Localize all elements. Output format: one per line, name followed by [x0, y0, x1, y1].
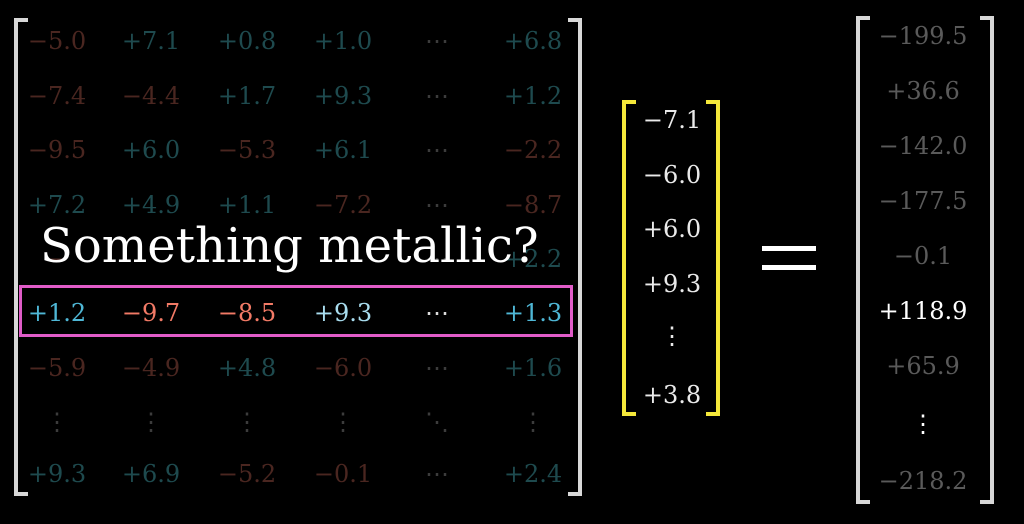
matrix-cell: +1.2	[27, 299, 87, 327]
matrix-cell: +4.8	[217, 354, 277, 382]
vector-right-bracket	[706, 100, 720, 416]
vector-entry: −7.1	[642, 106, 702, 134]
vector-entry: +3.8	[642, 381, 702, 409]
matrix-cell: ⋯	[425, 299, 449, 327]
matrix-cell: ⋮	[521, 408, 545, 436]
matrix-cell: +6.1	[313, 136, 373, 164]
matrix-cell: +1.2	[503, 82, 563, 110]
matrix-cell: +7.2	[27, 191, 87, 219]
matrix-cell: +6.0	[121, 136, 181, 164]
matrix-cell: −0.1	[313, 460, 373, 488]
matrix-cell: +1.3	[503, 299, 563, 327]
matrix-cell: ⋱	[425, 408, 449, 436]
matrix-cell: +9.3	[27, 460, 87, 488]
result-entry: −177.5	[878, 187, 968, 215]
matrix-cell: −4.4	[121, 82, 181, 110]
matrix-cell: ⋯	[425, 191, 449, 219]
matrix-cell: +0.8	[217, 27, 277, 55]
result-entry: +65.9	[886, 352, 960, 380]
result-entry: +118.9	[878, 297, 968, 325]
matrix-cell: +2.4	[503, 460, 563, 488]
matrix-cell: +6.9	[121, 460, 181, 488]
matrix-left-bracket	[14, 18, 28, 496]
result-right-bracket	[980, 16, 994, 504]
matrix-cell: −	[46, 245, 68, 273]
highlighted-row-box	[19, 285, 573, 337]
matrix-cell: −5.3	[217, 136, 277, 164]
matrix-cell: −4.9	[121, 354, 181, 382]
matrix-cell: +4.9	[121, 191, 181, 219]
matrix-cell: ⋮	[235, 408, 259, 436]
matrix-cell: +1.0	[313, 27, 373, 55]
vector-left-bracket	[622, 100, 636, 416]
matrix-cell: ⋮	[45, 408, 69, 436]
matrix-cell: −6.0	[313, 354, 373, 382]
matrix-cell: −7.4	[27, 82, 87, 110]
result-left-bracket	[856, 16, 870, 504]
matrix-cell: +1.6	[503, 354, 563, 382]
vector-entry: −6.0	[642, 161, 702, 189]
matrix-cell: −9.5	[27, 136, 87, 164]
matrix-cell: ⋯	[425, 460, 449, 488]
matrix-cell: +9.3	[313, 82, 373, 110]
matrix-cell: +6.8	[503, 27, 563, 55]
matrix-cell: ⋮	[331, 408, 355, 436]
vector-entry: +6.0	[642, 215, 702, 243]
result-entry: +36.6	[886, 77, 960, 105]
matrix-cell: +2.2	[503, 245, 563, 273]
matrix-cell: −7.2	[313, 191, 373, 219]
matrix-cell: ⋯	[425, 82, 449, 110]
matrix-cell: ⋯	[425, 136, 449, 164]
result-entry: −142.0	[878, 132, 968, 160]
result-entry: −199.5	[878, 22, 968, 50]
matrix-cell: +9.3	[313, 299, 373, 327]
matrix-cell: −8.5	[217, 299, 277, 327]
matrix-cell: −5.0	[27, 27, 87, 55]
matrix-cell: ⋯	[425, 27, 449, 55]
vector-entry: ⋮	[660, 322, 684, 350]
matrix-cell: +7.1	[121, 27, 181, 55]
matrix-cell: ⋯	[425, 245, 449, 273]
matrix-cell: −5.9	[27, 354, 87, 382]
matrix-cell: −5.2	[217, 460, 277, 488]
matrix-cell: +1.1	[217, 191, 277, 219]
matrix-cell: −2.2	[503, 136, 563, 164]
caption-text: Something metallic?	[40, 218, 539, 274]
matrix-cell: −8.7	[503, 191, 563, 219]
result-entry: −218.2	[878, 467, 968, 495]
matrix-cell: −9.7	[121, 299, 181, 327]
result-entry: −0.1	[893, 242, 953, 270]
equals-sign	[762, 246, 816, 284]
matrix-cell: ⋯	[425, 354, 449, 382]
matrix-cell: +1.7	[217, 82, 277, 110]
result-entry: ⋮	[911, 410, 935, 438]
vector-entry: +9.3	[642, 270, 702, 298]
matrix-right-bracket	[568, 18, 582, 496]
matrix-cell: ⋮	[139, 408, 163, 436]
